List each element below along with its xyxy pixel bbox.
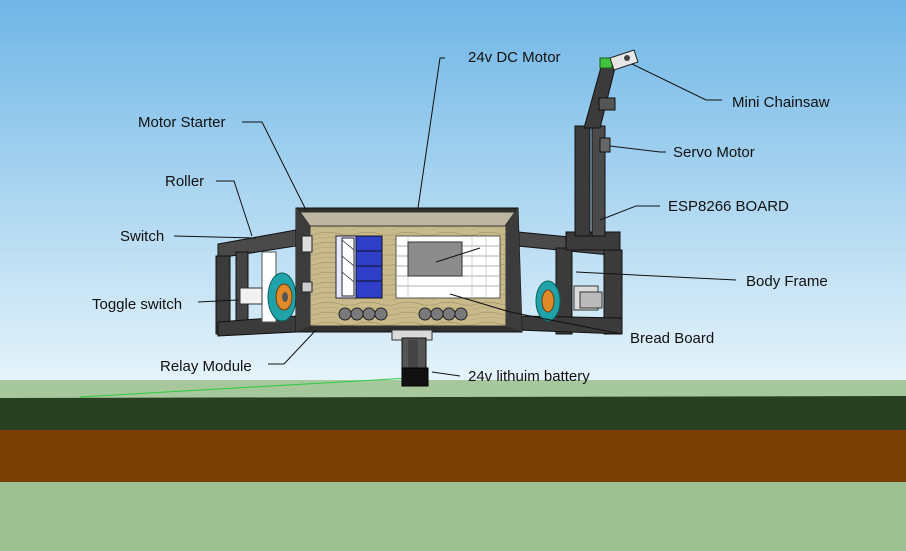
ground-front xyxy=(0,482,906,551)
battery-icon xyxy=(401,367,429,387)
label-body-frame: Body Frame xyxy=(746,273,828,290)
toggle-switch-icon xyxy=(301,281,313,293)
battery-assembly xyxy=(391,329,433,387)
soil-strip xyxy=(0,430,906,482)
label-servo-motor: Servo Motor xyxy=(673,144,755,161)
label-relay-module: Relay Module xyxy=(160,358,252,375)
relay-module-icon xyxy=(335,235,383,299)
label-battery: 24v lithuim battery xyxy=(468,368,590,385)
label-bread-board: Bread Board xyxy=(630,330,714,347)
label-dc-motor: 24v DC Motor xyxy=(468,49,561,66)
chainsaw-arm xyxy=(565,49,639,251)
main-body xyxy=(295,207,523,333)
label-roller: Roller xyxy=(165,173,204,190)
label-esp8266-board: ESP8266 BOARD xyxy=(668,198,789,215)
chainsaw-blade-icon xyxy=(609,49,639,71)
grass-strip xyxy=(0,396,906,432)
esp8266-chip-icon xyxy=(407,241,463,277)
label-switch: Switch xyxy=(120,228,164,245)
label-toggle-switch: Toggle switch xyxy=(92,296,182,313)
label-motor-starter: Motor Starter xyxy=(138,114,226,131)
leader-lines xyxy=(173,57,737,377)
motor-starter-icon xyxy=(301,235,313,253)
green-guide-line xyxy=(79,377,411,398)
label-mini-chainsaw: Mini Chainsaw xyxy=(732,94,830,111)
roller-row xyxy=(338,307,468,321)
